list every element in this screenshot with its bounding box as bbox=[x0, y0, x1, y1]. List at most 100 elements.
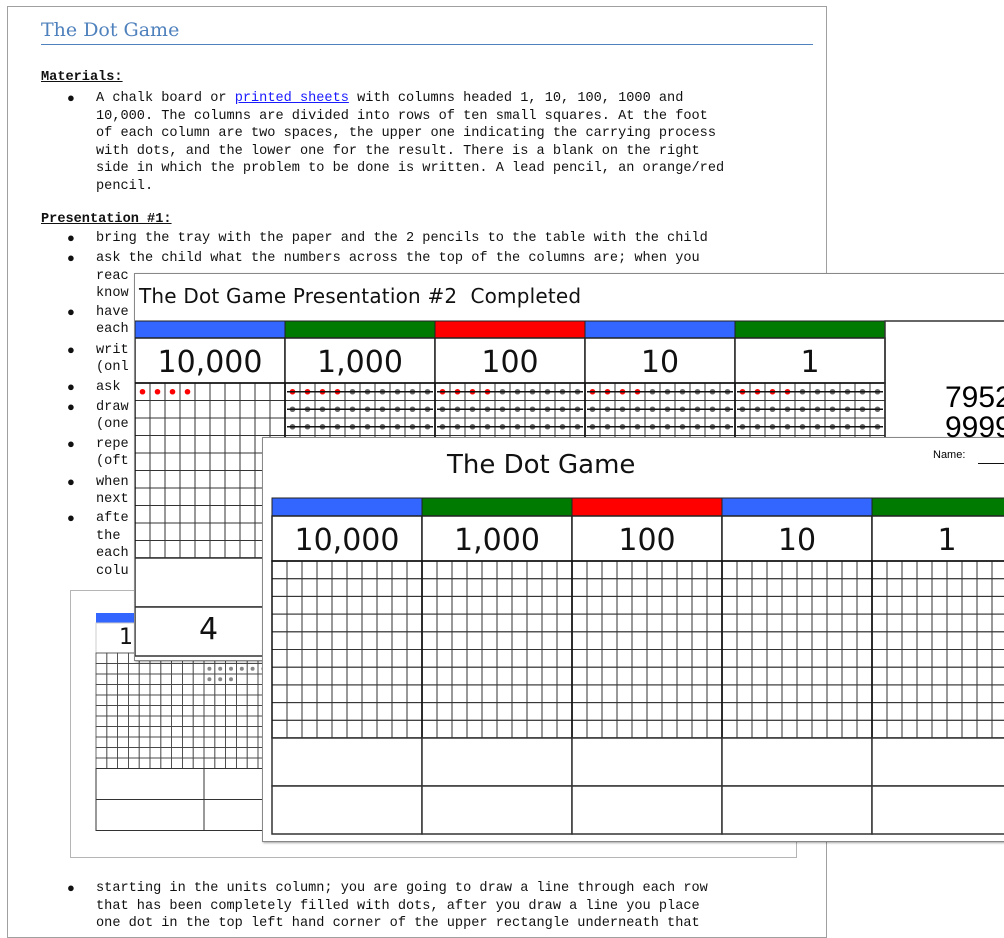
grid-square bbox=[676, 560, 693, 580]
grid-square bbox=[106, 715, 118, 727]
gray-dot bbox=[229, 666, 233, 671]
grid-square bbox=[886, 684, 903, 704]
grid-square bbox=[346, 684, 363, 704]
grid-square bbox=[451, 719, 468, 739]
grid-square bbox=[149, 505, 166, 524]
grid-square bbox=[179, 435, 196, 454]
grid-square bbox=[916, 613, 933, 633]
grid-square bbox=[511, 684, 528, 704]
grid-square bbox=[149, 470, 166, 489]
grid-square bbox=[128, 736, 140, 748]
grid-square bbox=[991, 719, 1004, 739]
grid-square bbox=[135, 400, 151, 419]
grid-square bbox=[616, 702, 633, 721]
column-label: 1 bbox=[937, 523, 956, 558]
grid-square bbox=[766, 595, 783, 615]
grid-square bbox=[691, 719, 708, 739]
grid-square bbox=[214, 747, 227, 759]
grid-square bbox=[436, 631, 453, 651]
grid-square bbox=[406, 613, 423, 633]
column-header-cell bbox=[284, 337, 436, 384]
column-color-bar bbox=[734, 320, 886, 339]
grid-square bbox=[916, 560, 933, 580]
grid-square bbox=[961, 666, 978, 686]
grid-square bbox=[346, 649, 363, 668]
grid-square bbox=[931, 613, 948, 633]
grid-square bbox=[376, 560, 393, 580]
grid-square bbox=[496, 666, 513, 686]
grid-square bbox=[224, 487, 241, 506]
grid-square bbox=[841, 578, 858, 597]
grid-square bbox=[676, 578, 693, 597]
grid-square bbox=[194, 470, 211, 489]
grid-square bbox=[931, 595, 948, 615]
grid-square bbox=[811, 719, 828, 739]
column-label: 100 bbox=[618, 523, 675, 558]
grid-square bbox=[235, 694, 248, 706]
grid-square bbox=[466, 578, 483, 597]
grid-square bbox=[246, 747, 259, 759]
grid-square bbox=[106, 757, 118, 769]
grid-square bbox=[235, 684, 248, 696]
grid-square bbox=[254, 400, 271, 419]
grid-square bbox=[117, 715, 129, 727]
grid-square bbox=[646, 666, 663, 686]
red-dot bbox=[154, 388, 161, 395]
grid-square bbox=[601, 560, 618, 580]
grid-square bbox=[421, 666, 438, 686]
grid-square bbox=[316, 578, 333, 597]
grid-square bbox=[961, 578, 978, 597]
grid-square bbox=[691, 578, 708, 597]
grid-square bbox=[511, 631, 528, 651]
grid-square bbox=[361, 595, 378, 615]
grid-square bbox=[691, 666, 708, 686]
grid-square bbox=[466, 560, 483, 580]
grid-square bbox=[138, 736, 151, 748]
grid-square bbox=[901, 560, 918, 580]
grid-square bbox=[646, 702, 663, 721]
grid-square bbox=[766, 560, 783, 580]
grid-square bbox=[138, 747, 151, 759]
grid-square bbox=[631, 666, 648, 686]
grid-square bbox=[451, 666, 468, 686]
grid-square bbox=[691, 631, 708, 651]
grid-square bbox=[841, 560, 858, 580]
grid-square bbox=[164, 522, 181, 541]
grid-square bbox=[254, 417, 271, 436]
grid-square bbox=[481, 595, 498, 615]
materials-text: A chalk board or printed sheets with col… bbox=[96, 90, 724, 195]
grid-square bbox=[331, 613, 348, 633]
grid-square bbox=[481, 702, 498, 721]
grid-square bbox=[991, 578, 1004, 597]
grid-square bbox=[421, 702, 438, 721]
grid-square bbox=[301, 684, 318, 704]
grid-square bbox=[286, 595, 303, 615]
result-box bbox=[95, 799, 205, 831]
grid-square bbox=[631, 595, 648, 615]
grid-square bbox=[601, 719, 618, 739]
grid-square bbox=[871, 613, 888, 633]
grid-square bbox=[171, 684, 183, 696]
grid-square bbox=[376, 613, 393, 633]
carry-box bbox=[721, 737, 873, 787]
grid-square bbox=[781, 578, 798, 597]
grid-square bbox=[316, 666, 333, 686]
grid-square bbox=[192, 663, 205, 675]
grid-square bbox=[691, 560, 708, 580]
grid-square bbox=[271, 578, 288, 597]
grid-square bbox=[976, 631, 993, 651]
grid-square bbox=[194, 452, 211, 471]
grid-square bbox=[481, 613, 498, 633]
printed-sheets-link[interactable]: printed sheets bbox=[234, 91, 349, 106]
result-box bbox=[571, 785, 723, 835]
grid-square bbox=[991, 649, 1004, 668]
grid-square bbox=[271, 684, 288, 704]
grid-square bbox=[128, 715, 140, 727]
grid-square bbox=[286, 578, 303, 597]
grid-square bbox=[149, 522, 166, 541]
name-field[interactable] bbox=[978, 463, 1004, 464]
grid-square bbox=[541, 613, 558, 633]
grid-square bbox=[179, 487, 196, 506]
grid-square bbox=[192, 736, 205, 748]
grid-square bbox=[781, 684, 798, 704]
